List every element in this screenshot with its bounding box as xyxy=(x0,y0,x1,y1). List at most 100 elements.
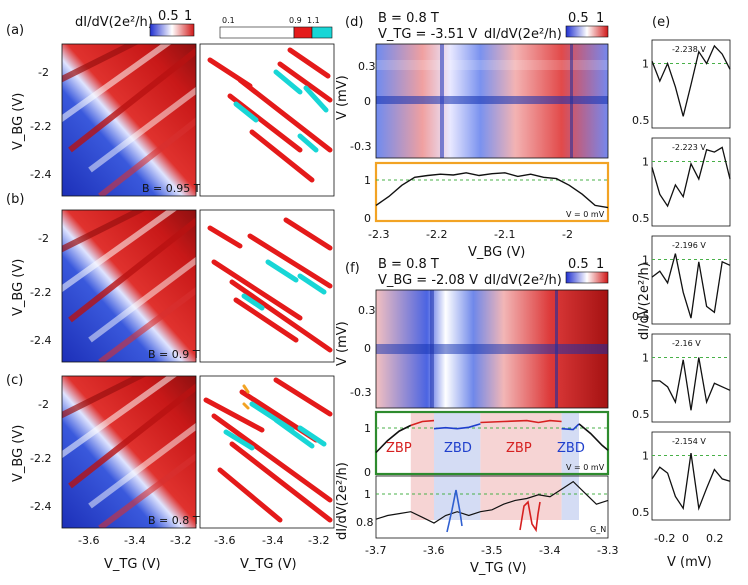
panel-f-series-2 xyxy=(480,419,562,424)
svg-text:-2: -2 xyxy=(38,398,49,411)
linecut-ytick-1-1: 1 xyxy=(642,156,649,169)
left-yticks: -2 -2.2 -2.4 -2 -2.2 -2.4 -2 -2.2 -2.4 xyxy=(30,66,51,513)
panel-label-d: (d) xyxy=(345,15,363,30)
svg-text:-3.4: -3.4 xyxy=(124,534,145,547)
panel-e-ylabel: dI/dV(2e²/h) xyxy=(637,262,652,340)
left-colorbar-tick-0: 0.5 xyxy=(158,9,179,24)
panel-gn-yticks: 1 0.8 xyxy=(356,488,374,529)
panel-f-series-3 xyxy=(561,423,580,431)
left-xticks: -3.6 -3.4 -3.2 -3.6 -3.4 -3.2 xyxy=(78,534,329,547)
panel-d-title-b: B = 0.8 T xyxy=(378,11,439,26)
panel-e-xlabel: V (mV) xyxy=(667,555,712,570)
svg-text:-2.2: -2.2 xyxy=(30,452,51,465)
panel-f-xtick-1: -3.6 xyxy=(423,544,444,557)
panel-f-colorbar xyxy=(565,271,609,284)
left-xlabel-2: V_TG (V) xyxy=(240,557,297,572)
region-label-zbd-2: ZBD xyxy=(557,441,585,456)
left-colorbar-tick-1: 1 xyxy=(184,9,192,24)
panel-f-xticks: -3.7 -3.6 -3.5 -3.4 -3.3 xyxy=(365,544,618,557)
panel-f-series-0 xyxy=(410,419,435,427)
field-label-b: B = 0.9 T xyxy=(148,348,200,361)
panel-f-colorbar-label: dI/dV(2e²/h) xyxy=(484,273,562,288)
svg-text:-2: -2 xyxy=(562,228,573,241)
panel-f-xtick-2: -3.5 xyxy=(481,544,502,557)
map-b xyxy=(62,210,196,362)
linecut-trace-1 xyxy=(651,146,731,208)
svg-text:-3.2: -3.2 xyxy=(170,534,191,547)
svg-text:0.3: 0.3 xyxy=(358,304,376,317)
panel-f-yticks: 0.3 0 -0.3 xyxy=(350,304,376,399)
panel-d-spectrum xyxy=(375,43,609,159)
svg-text:0: 0 xyxy=(682,532,689,545)
left-xlabel-1: V_TG (V) xyxy=(104,557,161,572)
svg-text:-0.3: -0.3 xyxy=(350,386,371,399)
svg-text:1: 1 xyxy=(364,488,371,501)
panel-f-shared-ylabel: dI/dV(2e²/h) xyxy=(335,462,350,540)
panel-d-colorbar xyxy=(565,25,609,38)
panel-f-series-4 xyxy=(375,423,609,454)
left-colorbar xyxy=(149,23,195,37)
linecut-trace-2 xyxy=(651,253,731,319)
left-colorbar-label: dI/dV(2e²/h) xyxy=(75,15,153,30)
svg-text:1: 1 xyxy=(364,422,371,435)
left-axes xyxy=(61,43,335,529)
panel-label-c: (c) xyxy=(6,373,23,388)
svg-text:-2.4: -2.4 xyxy=(30,334,51,347)
panel-e-linecuts: -2.238 V 1 0.5 -2.223 V 1 0.5 -2.196 V 1 0.5 -2.1… xyxy=(632,39,731,521)
svg-text:-3.4: -3.4 xyxy=(262,534,283,547)
svg-text:-2.2: -2.2 xyxy=(426,228,447,241)
panel-label-e: (e) xyxy=(652,15,670,30)
svg-text:-2.3: -2.3 xyxy=(368,228,389,241)
svg-text:0: 0 xyxy=(364,95,371,108)
panel-d-trace-annotation: V = 0 mV xyxy=(566,210,605,219)
svg-text:-0.3: -0.3 xyxy=(350,140,371,153)
panel-d-ylabel: V (mV) xyxy=(335,75,350,120)
panel-f-cbar-tick-0: 0.5 xyxy=(568,257,589,272)
linecut-trace-4 xyxy=(651,453,731,511)
linecut-frame-1 xyxy=(651,137,731,227)
panel-f-spectrum xyxy=(375,289,609,409)
linecut-ytick-05-4: 0.5 xyxy=(632,506,650,519)
linecut-label-3: -2.16 V xyxy=(672,339,701,348)
linecut-label-2: -2.196 V xyxy=(672,241,706,250)
panel-gn-blue-sweep xyxy=(446,489,463,533)
threshold-map-c xyxy=(200,376,334,528)
panel-f-trace-frame xyxy=(374,410,610,476)
svg-text:-3.2: -3.2 xyxy=(308,534,329,547)
svg-text:V_BG (V): V_BG (V) xyxy=(11,93,26,150)
threshold-map-a xyxy=(200,44,334,196)
panel-f-trace xyxy=(375,419,609,454)
svg-text:0.8: 0.8 xyxy=(356,516,374,529)
svg-text:V_BG (V): V_BG (V) xyxy=(11,425,26,482)
linecut-label-1: -2.223 V xyxy=(672,143,706,152)
linecut-trace-0 xyxy=(651,44,731,117)
threshold-tick-2: 1.1 xyxy=(307,16,320,25)
panel-d-trace-yticks: 1 0 xyxy=(364,174,371,225)
linecut-ytick-05-1: 0.5 xyxy=(632,212,650,225)
linecut-trace-3 xyxy=(652,357,731,411)
svg-text:0: 0 xyxy=(364,466,371,479)
svg-text:0: 0 xyxy=(364,342,371,355)
linecut-label-4: -2.154 V xyxy=(672,437,706,446)
panel-f-title-b: B = 0.8 T xyxy=(378,257,439,272)
linecut-label-0: -2.238 V xyxy=(672,45,706,54)
linecut-ytick-1-0: 1 xyxy=(642,58,649,71)
svg-text:0.3: 0.3 xyxy=(358,60,376,73)
threshold-bar-red xyxy=(293,26,313,39)
svg-text:-2: -2 xyxy=(38,232,49,245)
panel-f-xlabel: V_TG (V) xyxy=(470,561,527,576)
panel-d-title-v: V_TG = -3.51 V xyxy=(378,27,477,42)
panel-d-trace xyxy=(375,172,609,209)
region-label-zbp-1: ZBP xyxy=(386,441,412,456)
threshold-tick-0: 0.1 xyxy=(222,16,235,25)
panel-f-xtick-3: -3.4 xyxy=(539,544,560,557)
svg-text:0: 0 xyxy=(364,212,371,225)
panel-d-xlabel: V_BG (V) xyxy=(468,245,525,260)
svg-text:-2.4: -2.4 xyxy=(30,500,51,513)
panel-f-title-v: V_BG = -2.08 V xyxy=(378,273,478,288)
panel-label-b: (b) xyxy=(6,192,24,207)
svg-text:-2.1: -2.1 xyxy=(494,228,515,241)
panel-d-xticks: -2.3 -2.2 -2.1 -2 xyxy=(368,228,573,241)
panel-d-cbar-tick-1: 1 xyxy=(596,11,604,26)
